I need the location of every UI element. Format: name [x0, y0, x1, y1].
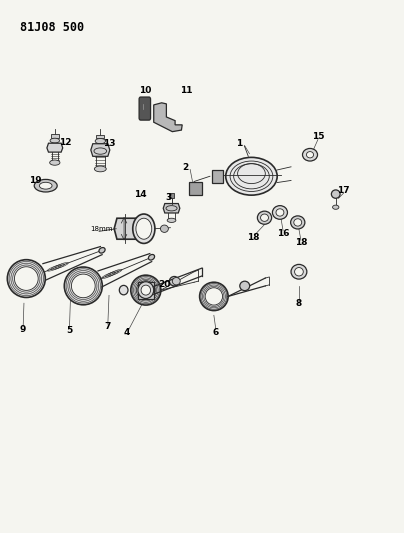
- Text: 18mm: 18mm: [90, 225, 113, 232]
- Text: 2: 2: [182, 163, 189, 172]
- Ellipse shape: [200, 282, 228, 311]
- Bar: [212, 170, 223, 183]
- Ellipse shape: [303, 149, 318, 161]
- Ellipse shape: [331, 190, 340, 198]
- Polygon shape: [163, 204, 180, 213]
- Ellipse shape: [226, 157, 277, 195]
- Text: 81J08 500: 81J08 500: [20, 21, 84, 34]
- Ellipse shape: [136, 281, 155, 300]
- Ellipse shape: [50, 160, 60, 165]
- Text: 11: 11: [180, 86, 192, 95]
- Ellipse shape: [95, 166, 106, 172]
- Text: 13: 13: [103, 139, 115, 148]
- Ellipse shape: [138, 282, 154, 298]
- Text: 19: 19: [29, 176, 42, 185]
- Text: 16: 16: [277, 229, 289, 238]
- Ellipse shape: [72, 274, 95, 298]
- Text: 7: 7: [105, 322, 111, 332]
- Text: 3: 3: [165, 193, 171, 202]
- Text: 18: 18: [295, 238, 307, 247]
- Text: 14: 14: [135, 190, 147, 199]
- Ellipse shape: [50, 138, 59, 143]
- Ellipse shape: [39, 182, 52, 189]
- Ellipse shape: [133, 214, 155, 244]
- Text: 20: 20: [158, 280, 170, 289]
- Ellipse shape: [160, 225, 168, 232]
- Ellipse shape: [332, 205, 339, 209]
- Polygon shape: [91, 144, 110, 156]
- Ellipse shape: [272, 206, 288, 219]
- Ellipse shape: [136, 218, 152, 239]
- Text: 15: 15: [311, 132, 324, 141]
- Text: 5: 5: [66, 326, 73, 335]
- Text: 18: 18: [247, 233, 260, 242]
- Ellipse shape: [290, 216, 305, 229]
- Text: 6: 6: [213, 328, 219, 336]
- Ellipse shape: [240, 281, 250, 290]
- Ellipse shape: [294, 219, 302, 226]
- Text: 1: 1: [236, 139, 243, 148]
- Ellipse shape: [173, 278, 180, 285]
- Ellipse shape: [15, 266, 38, 290]
- Ellipse shape: [205, 288, 223, 305]
- Bar: [51, 134, 59, 138]
- Ellipse shape: [66, 279, 75, 288]
- Ellipse shape: [131, 275, 161, 305]
- Text: 9: 9: [20, 325, 26, 334]
- Ellipse shape: [261, 214, 269, 221]
- Ellipse shape: [291, 264, 307, 279]
- Text: 10: 10: [139, 86, 152, 95]
- Ellipse shape: [95, 139, 105, 144]
- Bar: [169, 193, 174, 198]
- Text: 8: 8: [296, 298, 302, 308]
- FancyBboxPatch shape: [139, 97, 151, 120]
- Bar: [97, 135, 104, 139]
- Ellipse shape: [34, 180, 57, 192]
- Text: 17: 17: [337, 186, 350, 195]
- Ellipse shape: [7, 260, 45, 297]
- Ellipse shape: [276, 209, 284, 216]
- Ellipse shape: [141, 285, 151, 295]
- Ellipse shape: [167, 218, 176, 222]
- Polygon shape: [114, 218, 143, 239]
- Polygon shape: [154, 103, 182, 132]
- Ellipse shape: [119, 285, 128, 295]
- Text: 4: 4: [124, 328, 130, 336]
- Ellipse shape: [99, 247, 105, 253]
- Ellipse shape: [169, 277, 179, 286]
- Bar: [189, 182, 202, 195]
- Ellipse shape: [64, 267, 102, 305]
- Ellipse shape: [148, 254, 155, 260]
- Ellipse shape: [257, 211, 271, 224]
- Ellipse shape: [307, 151, 314, 158]
- Ellipse shape: [295, 268, 303, 276]
- Polygon shape: [47, 143, 63, 152]
- Text: 12: 12: [59, 138, 72, 147]
- Polygon shape: [138, 282, 154, 298]
